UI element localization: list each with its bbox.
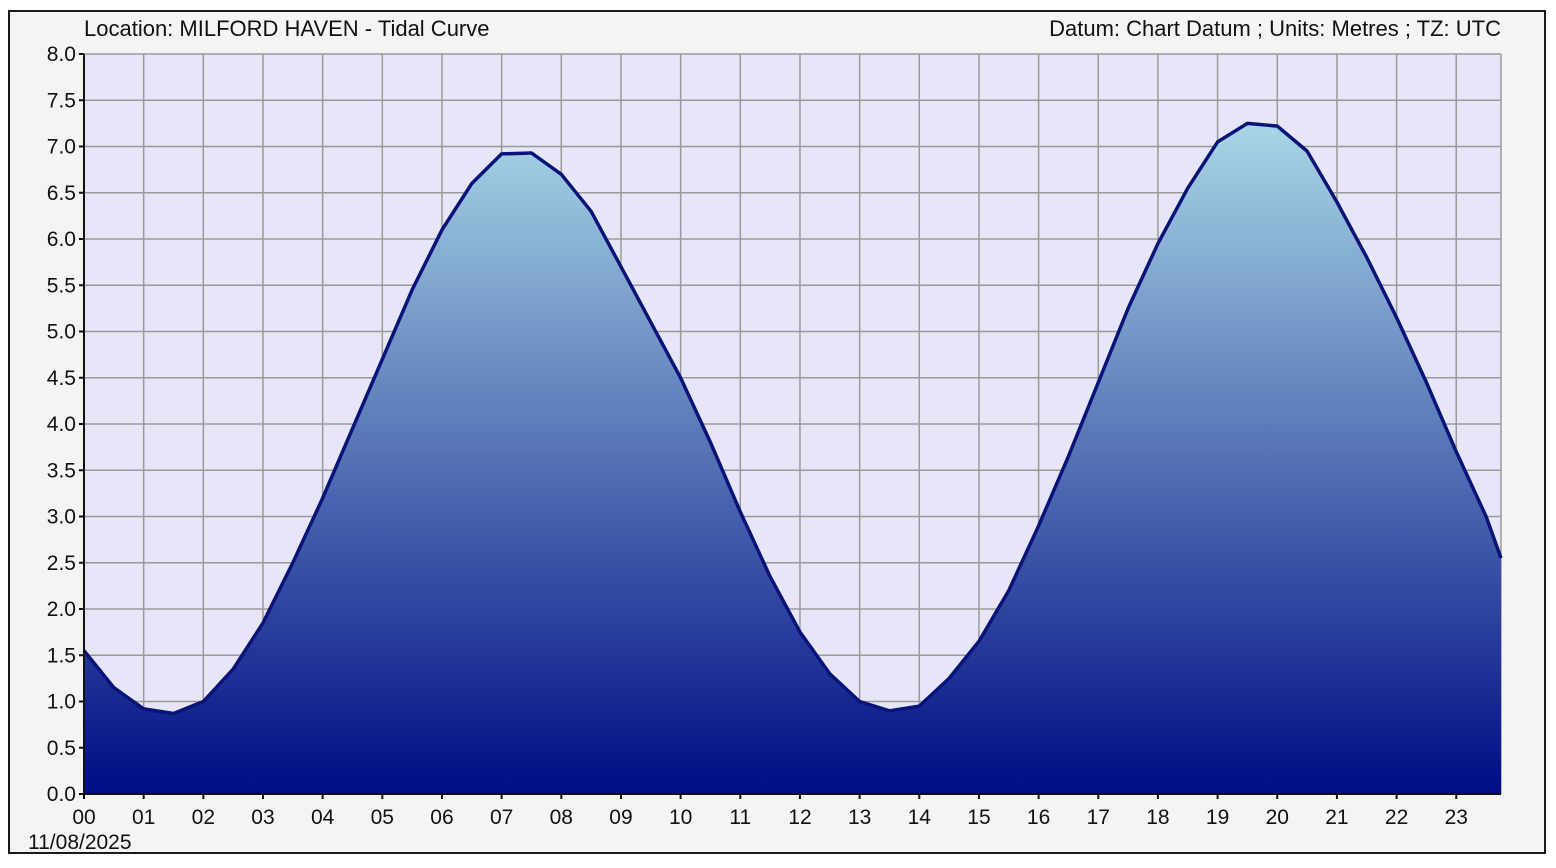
y-tick-label: 7.0 [47,136,76,159]
x-tick-label: 11 [729,806,751,829]
y-tick-label: 0.5 [47,737,76,760]
x-tick-label: 06 [430,806,453,829]
x-tick-label: 21 [1325,806,1348,829]
x-tick-label: 17 [1087,806,1110,829]
y-tick-label: 3.5 [47,459,76,482]
x-tick-label: 20 [1266,806,1289,829]
x-tick-label: 09 [609,806,632,829]
y-tick-label: 2.0 [47,598,76,621]
x-tick-label: 15 [967,806,990,829]
y-tick-label: 1.0 [47,691,76,714]
date-label: 11/08/2025 [28,831,132,854]
y-tick-label: 4.0 [47,413,76,436]
x-tick-label: 12 [788,806,811,829]
tide-curve-line [82,121,1503,716]
y-tick-label: 3.0 [47,506,76,529]
x-tick-label: 19 [1206,806,1229,829]
chart-title: Location: MILFORD HAVEN - Tidal Curve [84,16,490,41]
y-tick-label: 6.0 [47,228,76,251]
x-tick-label: 16 [1027,806,1050,829]
y-tick-label: 6.5 [47,182,76,205]
tide-area [84,123,1501,794]
y-tick-label: 0.0 [47,783,76,806]
y-tick-label: 5.5 [47,274,76,297]
y-tick-label: 4.5 [47,367,76,390]
x-tick-label: 14 [908,806,932,829]
chart-meta: Datum: Chart Datum ; Units: Metres ; TZ:… [1049,16,1501,41]
y-tick-label: 8.0 [47,43,76,66]
x-tick-label: 23 [1445,806,1468,829]
x-tick-label: 13 [848,806,871,829]
y-tick-label: 5.0 [47,321,76,344]
x-tick-label: 01 [132,806,155,829]
y-tick-label: 2.5 [47,552,76,575]
x-tick-label: 10 [669,806,692,829]
x-tick-label: 02 [192,806,215,829]
y-tick-label: 7.5 [47,89,76,112]
x-tick-label: 00 [72,806,95,829]
x-tick-label: 22 [1385,806,1408,829]
x-tick-label: 18 [1146,806,1169,829]
y-tick-label: 1.5 [47,644,76,667]
x-tick-label: 08 [550,806,573,829]
x-tick-label: 04 [311,806,335,829]
x-tick-label: 03 [251,806,274,829]
x-tick-label: 07 [490,806,513,829]
x-tick-labels: 00 01 02 03 04 05 06 07 08 09 10 11 12 13 14 15 16 17 18 19… [72,794,1468,829]
x-tick-label: 05 [371,806,394,829]
y-tick-labels: 0.0 0.5 1.0 1.5 2.0 2.5 3.0 3.5 4.0 4.5 5.0 5.5 6.0 6… [47,43,84,806]
